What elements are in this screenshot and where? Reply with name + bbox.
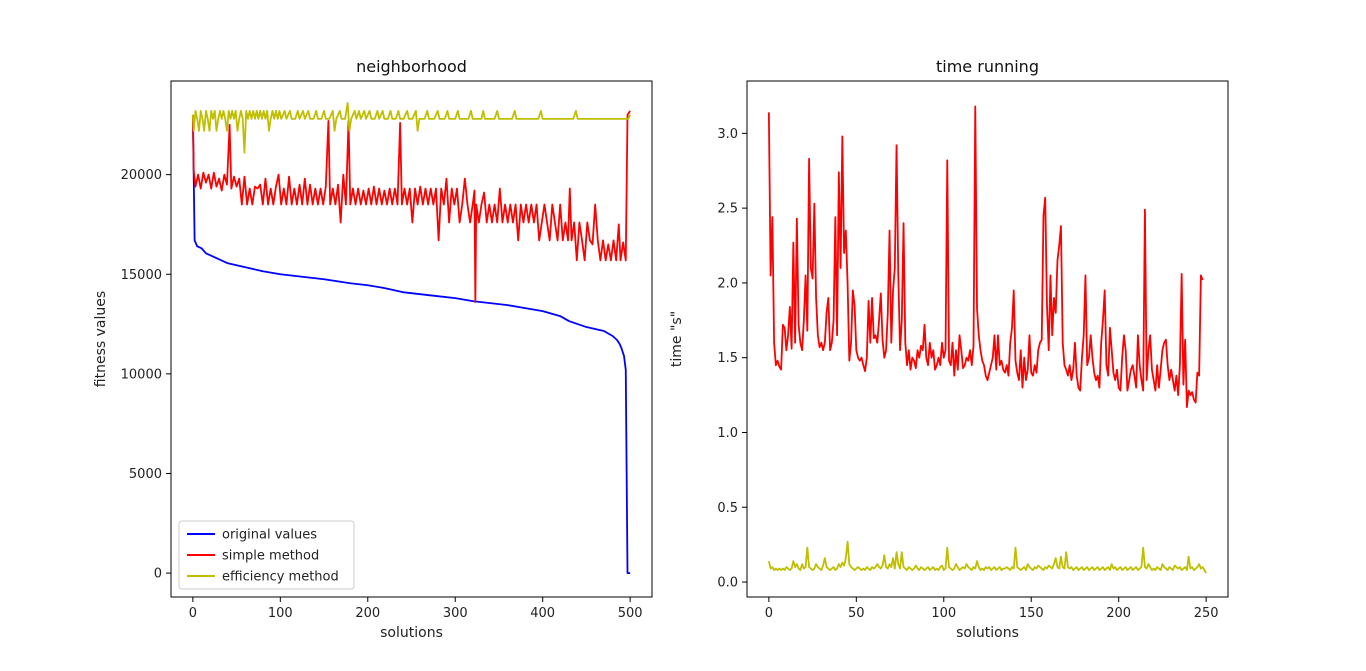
chart-title: neighborhood [356, 57, 467, 76]
y-tick-label: 5000 [129, 467, 162, 482]
x-tick-label: 150 [1019, 606, 1044, 621]
x-tick-label: 400 [530, 606, 555, 621]
x-axis-label: solutions [956, 625, 1019, 641]
x-tick-label: 0 [189, 606, 197, 621]
legend: original values simple method efficiency m… [178, 520, 355, 590]
series-line-efficiency-method [191, 102, 631, 154]
chart-title: time running [936, 57, 1039, 76]
legend-entry: simple method [222, 549, 319, 564]
x-tick-label: 300 [443, 606, 468, 621]
legend-entry: efficiency method [222, 570, 339, 585]
x-tick-label: 50 [848, 606, 865, 621]
legend-entry: original values [222, 528, 317, 543]
y-tick-label: 10000 [121, 367, 162, 382]
series-line-series-0 [767, 105, 1204, 408]
legend-box [178, 520, 355, 590]
plot-frame [170, 80, 653, 598]
x-tick-label: 100 [268, 606, 293, 621]
y-axis-label: time "s" [669, 311, 685, 367]
y-tick-label: 1.5 [717, 351, 738, 366]
x-axis-label: solutions [380, 625, 443, 641]
x-tick-label: 250 [1194, 606, 1219, 621]
y-tick-label: 0 [154, 567, 162, 582]
plot-frame [746, 80, 1229, 598]
series-line-original-values [191, 114, 631, 574]
y-tick-label: 2.0 [717, 276, 738, 291]
y-tick-label: 3.0 [717, 127, 738, 142]
x-tick-label: 500 [618, 606, 643, 621]
x-tick-label: 200 [355, 606, 380, 621]
y-tick-label: 15000 [121, 268, 162, 283]
y-axis-label: fitness values [93, 291, 109, 387]
series-line-series-1 [767, 540, 1207, 574]
y-tick-label: 0.5 [717, 501, 738, 516]
y-tick-label: 1.0 [717, 426, 738, 441]
x-tick-label: 0 [765, 606, 773, 621]
y-tick-label: 20000 [121, 168, 162, 183]
y-tick-label: 2.5 [717, 202, 738, 217]
y-tick-label: 0.0 [717, 576, 738, 591]
series-line-simple-method [191, 110, 631, 304]
x-tick-label: 200 [1106, 606, 1131, 621]
x-tick-label: 100 [931, 606, 956, 621]
chart-time-running: time running 0 50 100 150 200 250 0.0 0.5 1.0 1.5 2… [669, 57, 1229, 641]
